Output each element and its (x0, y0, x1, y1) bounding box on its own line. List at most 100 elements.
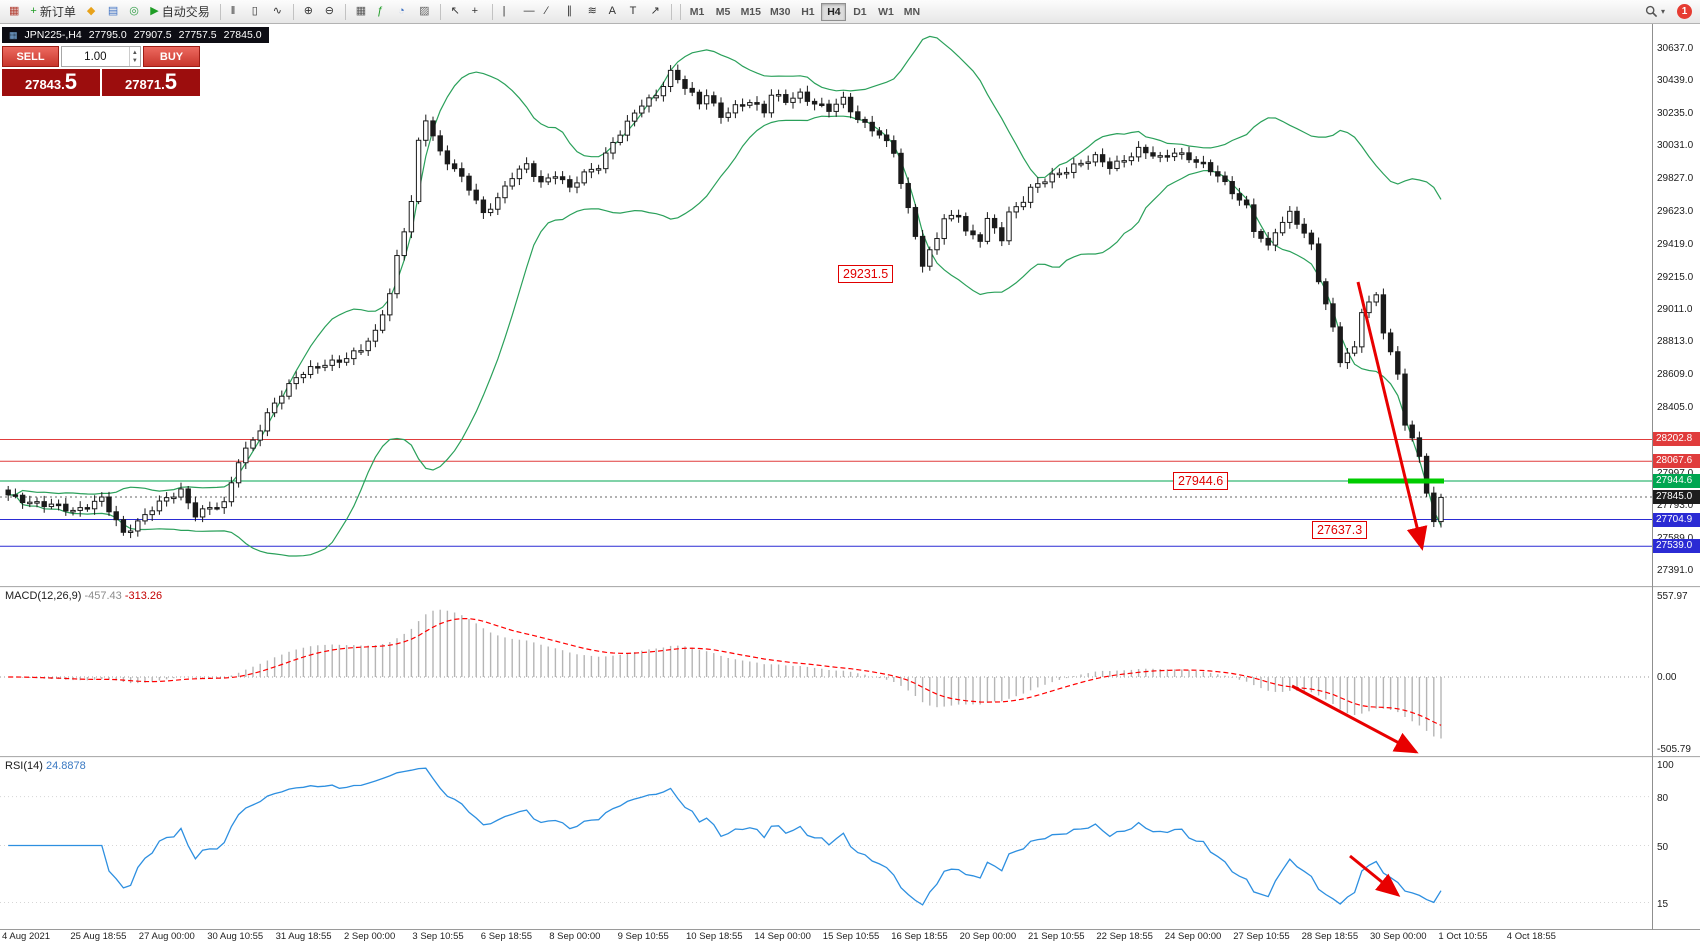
price-annotation-high[interactable]: 29231.5 (838, 265, 894, 283)
timeframe-m30[interactable]: M30 (766, 3, 794, 21)
price-axis-label: 29215.0 (1657, 271, 1694, 283)
charts-button[interactable]: ▦ (4, 2, 24, 22)
price-axis-label: 27391.0 (1657, 565, 1694, 576)
horizontal-level-lines[interactable] (0, 438, 1652, 547)
one-click-trading-widget: SELL ▲ ▼ BUY 27843.5 27871.5 (2, 46, 200, 96)
macd-axis-label: 557.97 (1657, 591, 1688, 603)
macd-signal-line (8, 618, 1442, 726)
vertical-line-icon: | (502, 5, 506, 17)
timeframe-m1[interactable]: M1 (685, 3, 710, 21)
symbol-open: 27795.0 (88, 29, 127, 41)
buy-price[interactable]: 27871. 5 (102, 69, 200, 96)
cursor-icon: ↖ (450, 5, 460, 17)
time-axis-label: 8 Sep 00:00 (549, 931, 601, 942)
candles[interactable] (5, 64, 1444, 539)
timeframe-h1[interactable]: H1 (795, 3, 820, 21)
time-axis-label: 27 Aug 00:00 (138, 931, 195, 942)
time-axis-label: 15 Sep 10:55 (822, 931, 880, 942)
trendline-button[interactable]: ∕ (541, 2, 561, 22)
market-button[interactable]: ◎ (124, 2, 144, 22)
rsi-label: RSI(14) 24.8878 (5, 760, 86, 772)
timeframe-mn[interactable]: MN (899, 3, 924, 21)
price-tag: 27704.9 (1653, 512, 1700, 527)
rsi-panel[interactable] (0, 758, 1652, 929)
rsi-axis-label: 100 (1657, 760, 1674, 771)
new-order-button[interactable]: + 新订单 (25, 2, 80, 22)
text-button[interactable]: A (604, 2, 624, 22)
price-axis-label: 30235.0 (1657, 107, 1694, 119)
zoom-in-icon: ⊕ (303, 5, 313, 17)
price-tag: 27845.0 (1653, 489, 1700, 504)
cursor-button[interactable]: ↖ (446, 2, 466, 22)
macd-panel[interactable] (0, 588, 1652, 756)
panel-separator[interactable] (0, 756, 1700, 758)
macd-name: MACD(12,26,9) (5, 590, 82, 602)
price-tag: 28202.8 (1653, 432, 1700, 447)
main-toolbar: ▦ + 新订单 ◆ ▤ ◎ ▶ 自动交易 ‖ ▯ ∿ ⊕ ⊖ ▦ ƒ ◔ ▨ ↖ + | — ∕ ∥ ≋ A T ↗ M1 M5 M15… (0, 0, 1700, 24)
timeframe-h4[interactable]: H4 (821, 2, 847, 21)
horizontal-line-button[interactable]: — (519, 2, 540, 22)
macd-value-main: -457.43 (84, 590, 122, 602)
search-caret-icon: ▾ (1660, 7, 1665, 16)
price-annotation-mid[interactable]: 27944.6 (1173, 472, 1229, 490)
volume-stepper[interactable]: ▲ ▼ (128, 47, 140, 66)
timeframe-m5[interactable]: M5 (711, 3, 736, 21)
crosshair-button[interactable]: + (467, 2, 487, 22)
templates-button[interactable]: ▨ (414, 2, 434, 22)
toolbar-separator (292, 3, 294, 20)
label-button[interactable]: T (625, 2, 645, 22)
buy-price-small: 27871. (124, 77, 165, 92)
bar-chart-button[interactable]: ‖ (226, 2, 246, 22)
fibonacci-button[interactable]: ≋ (583, 2, 603, 22)
buy-button[interactable]: BUY (143, 46, 200, 67)
arrows-icon: ↗ (650, 5, 660, 17)
bar-chart-icon: ‖ (230, 5, 236, 17)
price-annotation-low[interactable]: 27637.3 (1312, 521, 1368, 539)
volume-up-icon[interactable]: ▲ (131, 49, 138, 56)
candlestick-chart-button[interactable]: ▯ (247, 2, 267, 22)
channel-button[interactable]: ∥ (562, 2, 582, 22)
volume-field[interactable]: ▲ ▼ (61, 46, 141, 67)
terminal-icon: ▤ (107, 5, 119, 17)
price-axis-border (1652, 24, 1653, 930)
charts-icon: ▦ (9, 5, 20, 17)
timeframe-m15[interactable]: M15 (737, 3, 765, 21)
rsi-line (8, 767, 1442, 906)
indicators-button[interactable]: ƒ (372, 2, 392, 22)
price-axis-label: 27997.0 (1657, 468, 1693, 479)
label-icon: T (629, 5, 637, 17)
timeframe-d1[interactable]: D1 (847, 3, 872, 21)
volume-input[interactable] (62, 47, 129, 66)
sell-button[interactable]: SELL (2, 46, 59, 67)
volume-down-icon[interactable]: ▼ (131, 57, 138, 64)
vertical-line-button[interactable]: | (498, 2, 518, 22)
symbol-info-bar: ▦ JPN225-,H4 27795.0 27907.5 27757.5 278… (2, 27, 269, 43)
terminal-button[interactable]: ▤ (103, 2, 123, 22)
autotrading-button[interactable]: ▶ 自动交易 (145, 2, 214, 22)
price-chart[interactable] (0, 24, 1652, 586)
tile-windows-button[interactable]: ▦ (351, 2, 371, 22)
search-button[interactable]: ▾ (1640, 2, 1670, 22)
price-axis-label: 27793.0 (1657, 500, 1694, 512)
sell-price[interactable]: 27843. 5 (2, 69, 100, 96)
toolbar-separator (219, 3, 221, 20)
macd-axis-label: -505.79 (1657, 744, 1691, 756)
price-tag: 28067.6 (1653, 454, 1700, 469)
timeframe-w1[interactable]: W1 (873, 3, 898, 21)
rsi-axis-label: 15 (1657, 898, 1669, 910)
line-chart-button[interactable]: ∿ (268, 2, 288, 22)
zoom-in-button[interactable]: ⊕ (299, 2, 319, 22)
trendline-icon: ∕ (545, 5, 548, 17)
toolbar-separator (439, 3, 441, 20)
panel-separator[interactable] (0, 586, 1700, 588)
zoom-out-button[interactable]: ⊖ (320, 2, 340, 22)
notification-badge[interactable]: 1 (1677, 4, 1692, 19)
time-axis-label: 28 Sep 18:55 (1301, 931, 1359, 942)
price-axis-label: 29827.0 (1657, 173, 1694, 185)
time-axis-label: 16 Sep 18:55 (891, 931, 948, 942)
metaeditor-button[interactable]: ◆ (82, 2, 102, 22)
symbol-title: JPN225-,H4 (24, 29, 82, 41)
periods-button[interactable]: ◔ (393, 2, 413, 22)
toolbar-separator (670, 3, 672, 20)
arrows-button[interactable]: ↗ (646, 2, 666, 22)
